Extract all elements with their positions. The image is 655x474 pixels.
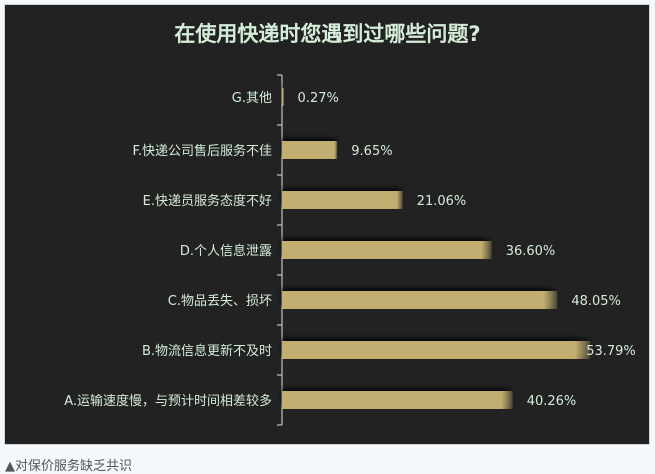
value-label: 9.65% bbox=[351, 144, 392, 159]
value-label: 40.26% bbox=[527, 394, 577, 409]
bar bbox=[282, 341, 591, 359]
category-label: F.快递公司售后服务不佳 bbox=[132, 143, 272, 159]
value-label: 21.06% bbox=[417, 194, 467, 209]
chart-panel bbox=[4, 4, 650, 445]
value-label: 53.79% bbox=[586, 344, 636, 359]
bar bbox=[282, 88, 284, 106]
bar bbox=[282, 141, 338, 159]
value-label: 48.05% bbox=[571, 294, 621, 309]
bar bbox=[282, 391, 513, 409]
bar bbox=[282, 241, 492, 259]
chart-title: 在使用快递时您遇到过哪些问题? bbox=[174, 22, 481, 46]
category-label: E.快递员服务态度不好 bbox=[143, 193, 272, 209]
bar bbox=[282, 191, 403, 209]
category-label: B.物流信息更新不及时 bbox=[142, 343, 272, 359]
value-label: 36.60% bbox=[506, 244, 556, 259]
category-label: D.个人信息泄露 bbox=[180, 243, 272, 259]
category-label: A.运输速度慢，与预计时间相差较多 bbox=[64, 393, 272, 409]
bar bbox=[282, 291, 558, 309]
caption: ▲对保价服务缺乏共识 bbox=[5, 459, 132, 474]
value-label: 0.27% bbox=[298, 91, 339, 106]
category-label: G.其他 bbox=[232, 91, 272, 106]
category-label: C.物品丢失、损坏 bbox=[168, 294, 272, 309]
